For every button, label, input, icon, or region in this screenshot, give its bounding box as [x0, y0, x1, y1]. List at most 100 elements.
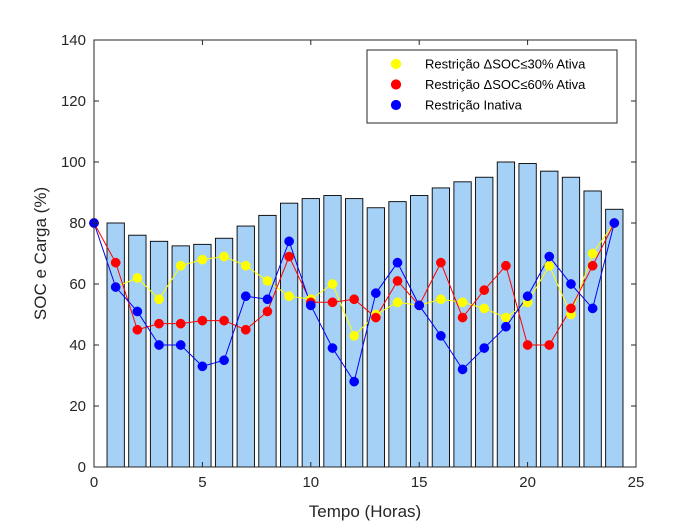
series-2-point-21	[544, 340, 555, 350]
y-tick-label: 60	[69, 276, 86, 293]
bar-hour-23	[583, 190, 602, 468]
series-2-point-9	[284, 251, 294, 262]
series-1-point-11	[327, 279, 338, 289]
series-3-point-4	[175, 340, 186, 350]
legend-marker-1	[390, 58, 402, 70]
series-3-point-3	[154, 340, 164, 350]
series-2-point-6	[219, 315, 229, 326]
series-1-point-17	[457, 297, 468, 308]
series-2-point-23	[587, 260, 598, 271]
series-3-point-16	[436, 331, 446, 341]
series-2-point-4	[175, 318, 186, 329]
series-2-point-16	[436, 257, 446, 268]
series-3-point-11	[327, 343, 338, 353]
y-tick-label: 120	[61, 93, 86, 110]
series-3-point-8	[262, 294, 273, 305]
ticks-layer: 0 5 10 15 20 25 0 20 40 60 80 100 120 140	[61, 32, 644, 491]
y-tick-label: 140	[61, 32, 86, 49]
series-3-point-14	[392, 257, 403, 268]
bar-hour-15	[410, 195, 429, 468]
series-3-point-22	[566, 279, 576, 289]
legend-label-3: Restrição Inativa	[425, 98, 523, 113]
bar-hour-3	[149, 240, 169, 468]
bar-hour-4	[171, 245, 190, 468]
series-3-point-15	[414, 300, 425, 311]
series-3-point-13	[370, 288, 381, 298]
series-2-point-22	[566, 303, 576, 314]
y-tick-label: 100	[61, 154, 86, 171]
legend-marker-3	[390, 99, 402, 111]
bar-hour-22	[561, 176, 581, 468]
series-3-point-18	[479, 343, 490, 353]
series-1-point-6	[219, 251, 229, 262]
series-3-point-21	[544, 251, 555, 262]
series-1-point-14	[392, 297, 403, 308]
series-1-point-8	[262, 276, 273, 286]
bar-hour-5	[193, 243, 212, 468]
bar-hour-11	[323, 195, 342, 468]
y-tick-label: 80	[69, 215, 86, 232]
x-tick-label: 25	[628, 474, 645, 491]
bar-hour-21	[540, 170, 559, 468]
bar-hour-8	[258, 214, 277, 468]
series-1-point-12	[349, 331, 360, 341]
series-1-point-5	[197, 254, 208, 265]
series-2-point-7	[240, 324, 251, 335]
series-2-point-18	[479, 285, 490, 295]
series-3-point-6	[219, 355, 229, 366]
legend-label-2: Restrição ΔSOC≤60% Ativa	[425, 77, 586, 92]
y-tick-label: 0	[78, 459, 86, 476]
x-tick-label: 5	[198, 474, 206, 491]
x-tick-label: 10	[302, 474, 319, 491]
series-2-point-1	[110, 257, 121, 268]
x-tick-label: 15	[411, 474, 428, 491]
series-2-point-20	[522, 340, 533, 350]
series-3-point-2	[132, 306, 143, 317]
legend-label-1: Restrição ΔSOC≤30% Ativa	[425, 57, 586, 72]
series-2-point-14	[392, 276, 403, 286]
series-1-point-16	[436, 294, 446, 305]
y-tick-label: 40	[69, 337, 86, 354]
series-2-point-19	[501, 260, 511, 271]
bar-hour-17	[453, 181, 472, 468]
series-3-point-19	[501, 321, 511, 332]
series-1-point-7	[240, 260, 251, 271]
series-markers-layer	[89, 218, 620, 387]
series-3-point-7	[240, 291, 251, 302]
series-1-point-23	[587, 248, 598, 259]
series-1-point-4	[175, 260, 186, 271]
series-2-point-17	[457, 312, 468, 323]
x-tick-label: 0	[90, 474, 98, 491]
y-tick-label: 20	[69, 398, 86, 415]
series-3-point-24	[609, 218, 620, 228]
series-2-point-3	[154, 318, 164, 329]
series-2-point-8	[262, 306, 273, 317]
series-2-point-11	[327, 297, 338, 308]
axes-frame	[93, 39, 637, 468]
bar-hour-2	[128, 234, 147, 468]
series-3-point-5	[197, 361, 208, 372]
series-1-point-19	[501, 312, 511, 323]
legend-box	[366, 49, 618, 124]
bar-hour-20	[518, 163, 537, 468]
x-axis-label: Tempo (Horas)	[309, 502, 421, 521]
legend-marker-2	[390, 79, 402, 90]
bar-hour-6	[214, 237, 234, 468]
series-3-point-20	[522, 291, 533, 302]
bar-hour-13	[366, 207, 385, 468]
series-3-point-1	[110, 282, 121, 292]
series-3-point-17	[457, 364, 468, 375]
bar-hour-18	[475, 176, 494, 468]
bar-hour-10	[301, 198, 320, 468]
bar-hour-14	[388, 201, 407, 468]
series-1-point-18	[479, 303, 490, 314]
x-tick-label: 20	[519, 474, 536, 491]
legend-items: Restrição ΔSOC≤30% Ativa Restrição ΔSOC≤6…	[390, 57, 586, 113]
series-1-point-2	[132, 273, 143, 283]
series-2-point-12	[349, 294, 360, 305]
series-1-point-9	[284, 291, 294, 302]
legend: Restrição ΔSOC≤30% Ativa Restrição ΔSOC≤6…	[366, 49, 618, 124]
series-2-point-2	[132, 324, 143, 335]
series-2-point-13	[370, 312, 381, 323]
